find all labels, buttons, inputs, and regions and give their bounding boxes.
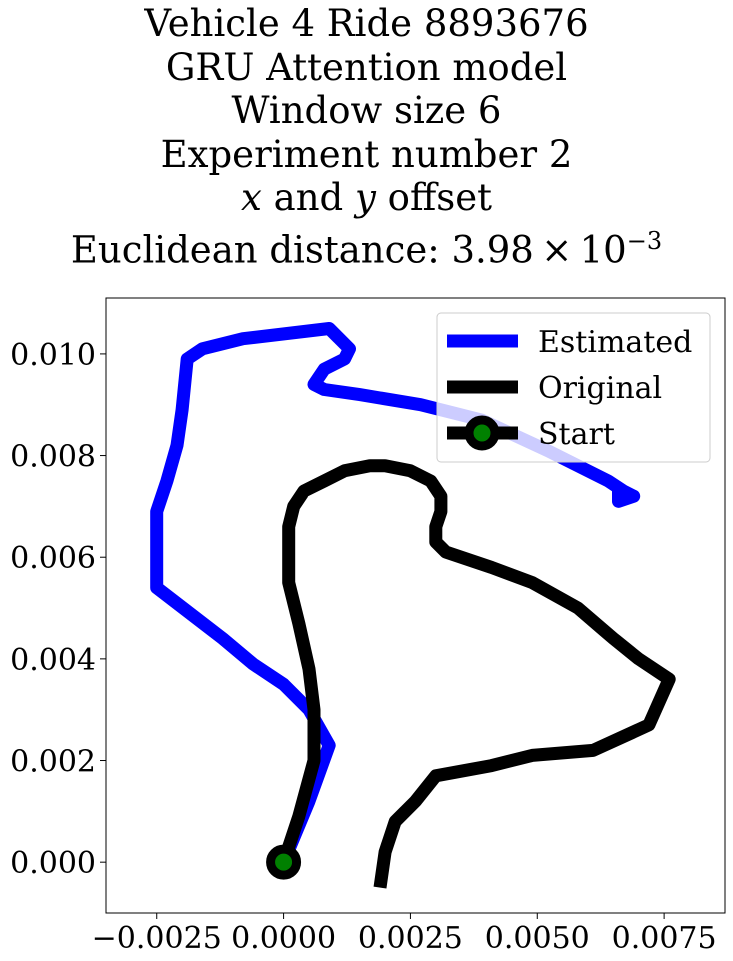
x-tick-label: −0.0025 xyxy=(92,921,222,956)
axes-layer: −0.0025 0.0000 0.0025 0.0050 0.0075 0.000 0.00… xyxy=(10,297,726,956)
legend-label-original: Original xyxy=(538,371,662,406)
title-x-symbol: x xyxy=(241,176,262,219)
title-line-offset: x and y offset xyxy=(0,176,733,220)
plot-frame xyxy=(105,297,726,914)
series-line-estimated xyxy=(150,322,641,865)
legend-label-start: Start xyxy=(538,417,615,452)
title-distance-exponent: −3 xyxy=(626,226,663,255)
legend-box xyxy=(436,312,711,463)
x-tick-label: 0.0000 xyxy=(231,921,336,956)
title-line-vehicle: Vehicle 4 Ride 8893676 xyxy=(144,2,589,45)
legend: Estimated Original Start xyxy=(436,312,711,463)
legend-start-marker xyxy=(464,415,500,451)
title-distance-text: Euclidean distance: 3.98 × 10 xyxy=(70,227,627,271)
chart-title: Vehicle 4 Ride 8893676 GRU Attention mod… xyxy=(0,2,733,271)
y-tick-label: 0.010 xyxy=(10,338,96,373)
y-tick-label: 0.000 xyxy=(10,846,96,881)
title-line-window: Window size 6 xyxy=(231,89,502,132)
title-line-distance: Euclidean distance: 3.98 × 10−3 xyxy=(0,220,733,272)
series-line-original xyxy=(277,459,676,889)
y-tick-label: 0.006 xyxy=(10,541,96,576)
title-offset-text: offset xyxy=(375,176,492,219)
title-and-text: and xyxy=(261,176,355,219)
legend-label-estimated: Estimated xyxy=(538,325,692,360)
series-layer xyxy=(150,322,676,889)
start-marker xyxy=(266,844,302,880)
x-tick-label: 0.0025 xyxy=(358,921,463,956)
title-y-symbol: y xyxy=(355,176,376,219)
y-tick-label: 0.004 xyxy=(10,643,96,678)
x-tick-label: 0.0050 xyxy=(485,921,590,956)
title-line-model: GRU Attention model xyxy=(165,45,568,89)
y-tick-label: 0.008 xyxy=(10,440,96,475)
title-line-experiment: Experiment number 2 xyxy=(160,132,573,176)
x-tick-label: 0.0075 xyxy=(612,921,717,956)
y-tick-label: 0.002 xyxy=(10,745,96,780)
